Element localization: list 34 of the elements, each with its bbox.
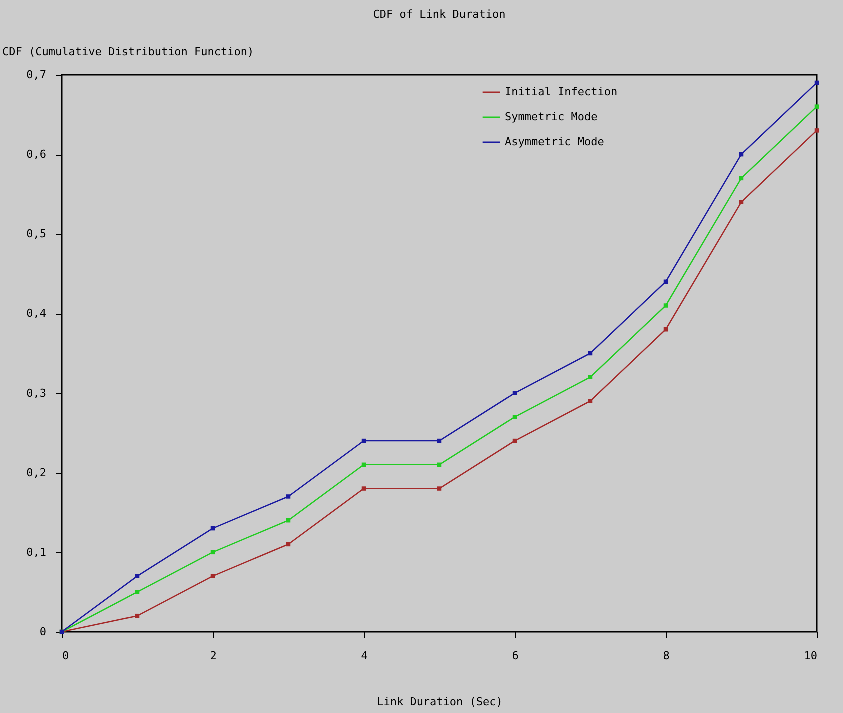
x-tick-label: 10 bbox=[804, 650, 818, 662]
y-tick-label: 0,3 bbox=[26, 386, 46, 400]
point bbox=[664, 304, 668, 308]
y-tick-label: 0,6 bbox=[26, 148, 46, 162]
point bbox=[135, 590, 140, 594]
x-axis-title: Link Duration (Sec) bbox=[377, 696, 503, 708]
point bbox=[135, 574, 140, 578]
y-tick-label: 0,7 bbox=[26, 68, 46, 82]
point bbox=[210, 574, 216, 578]
legend-label: Symmetric Mode bbox=[505, 110, 598, 124]
point bbox=[362, 486, 366, 491]
x-tick-label: 6 bbox=[512, 650, 519, 662]
y-tick-label: 0,4 bbox=[26, 307, 47, 320]
chart-title: CDF of Link Duration bbox=[373, 8, 506, 21]
x-tick-label: 2 bbox=[210, 650, 217, 662]
point bbox=[739, 200, 744, 204]
y-tick-label: 0 bbox=[40, 626, 46, 638]
y-tick-label: 0,1 bbox=[26, 546, 46, 559]
x-tick-label: 8 bbox=[663, 650, 670, 662]
point bbox=[814, 128, 820, 133]
x-tick-label: 4 bbox=[361, 650, 368, 662]
point bbox=[512, 391, 518, 396]
point bbox=[286, 494, 291, 499]
point bbox=[588, 399, 593, 404]
y-tick-label: 0,2 bbox=[26, 466, 46, 480]
x-tick-label: 0 bbox=[62, 650, 70, 662]
y-axis-title: CDF (Cumulative Distribution Function) bbox=[2, 46, 254, 58]
point bbox=[437, 486, 442, 491]
point bbox=[814, 104, 820, 109]
legend-label: Initial Infection bbox=[505, 86, 618, 98]
point bbox=[512, 415, 518, 420]
point bbox=[664, 328, 668, 332]
y-tick-label: 0,5 bbox=[26, 228, 46, 241]
legend-label: Asymmetric Mode bbox=[505, 136, 604, 148]
